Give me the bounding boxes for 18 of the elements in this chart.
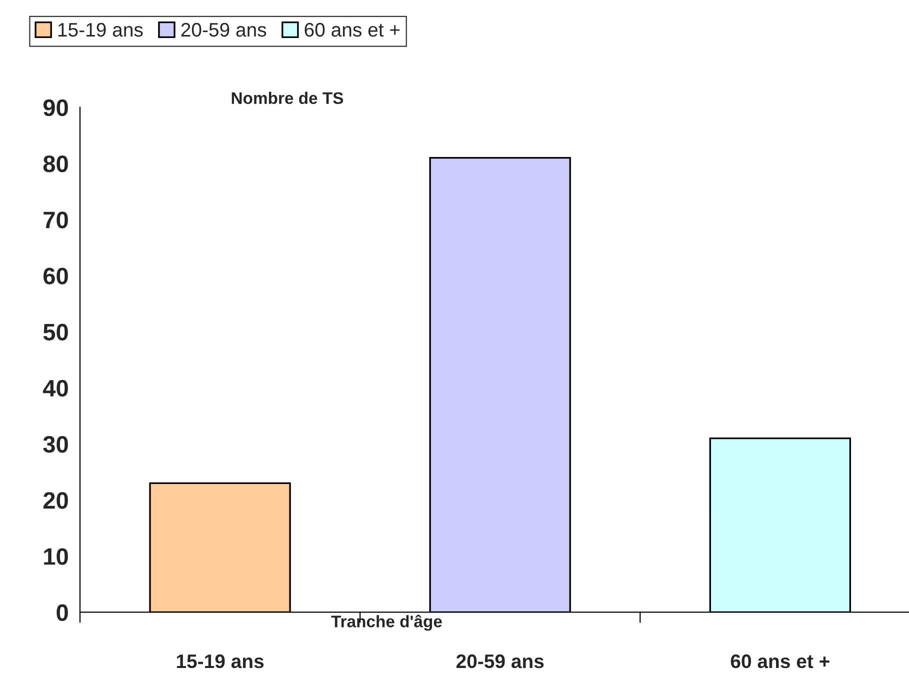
- y-tick-label: 80: [43, 155, 68, 172]
- y-tick-label: 0: [56, 604, 68, 622]
- legend-label: 20-59 ans: [181, 22, 266, 37]
- x-tick-label: 60 ans et +: [730, 654, 830, 668]
- x-tick-label: 20-59 ans: [456, 654, 544, 668]
- legend-label: 60 ans et +: [304, 22, 400, 37]
- y-tick-label: 10: [44, 548, 68, 565]
- legend-label: 15-19 ans: [58, 22, 143, 37]
- x-tick-label: 15-19 ans: [176, 654, 264, 668]
- y-tick-label: 90: [43, 99, 68, 116]
- y-tick-label: 40: [42, 380, 68, 397]
- y-tick-label: 30: [43, 436, 68, 453]
- y-tick-label: 50: [43, 324, 68, 341]
- y-tick-label: 60: [43, 268, 68, 284]
- y-tick-label: 20: [43, 492, 68, 509]
- y-tick-label: 70: [44, 212, 68, 228]
- y-axis-title: Nombre de TS: [232, 92, 344, 104]
- x-axis-title: Tranche d'âge: [331, 614, 442, 631]
